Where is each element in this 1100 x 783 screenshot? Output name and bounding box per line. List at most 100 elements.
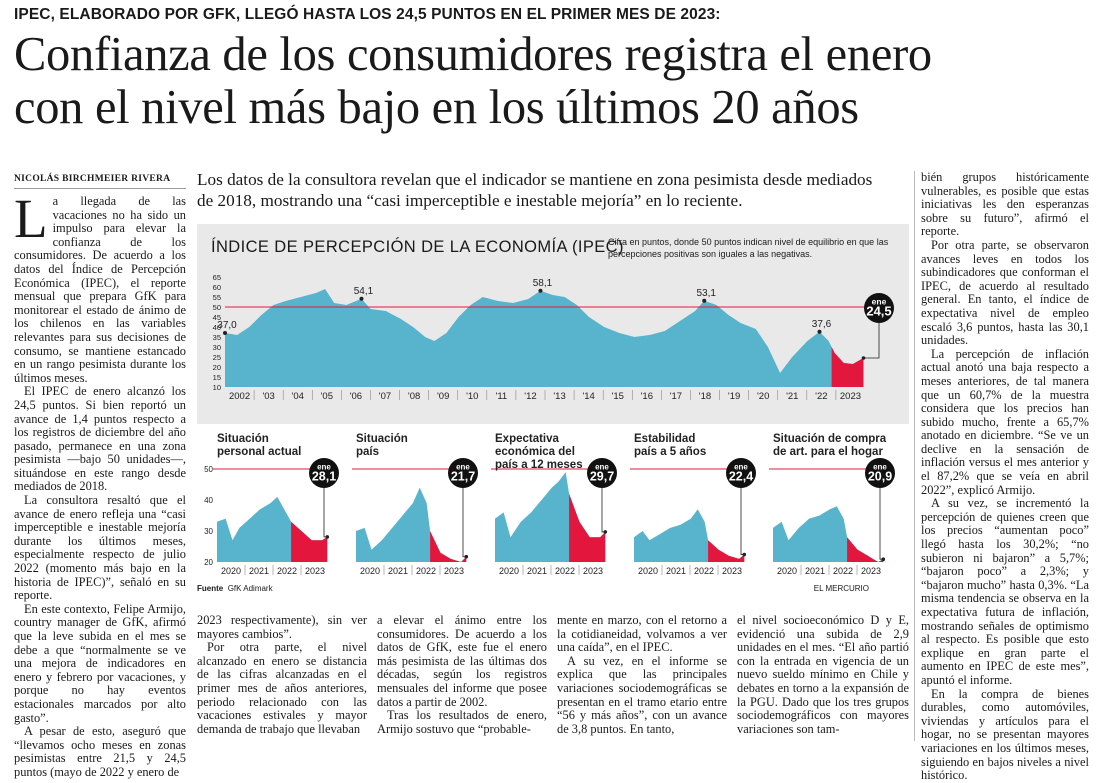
x-tick-label: 2022 xyxy=(277,566,297,576)
article-column-5: el nivel socioeconómico D y E, evidenció… xyxy=(737,613,909,736)
credit: EL MERCURIO xyxy=(813,584,869,593)
peak-label: 58,1 xyxy=(533,278,553,289)
final-badge xyxy=(309,458,339,488)
series-area xyxy=(356,487,467,562)
final-badge-value: 24,5 xyxy=(866,304,891,319)
final-badge-label: ene xyxy=(734,462,748,471)
x-tick-label: '10 xyxy=(466,391,478,402)
final-badge-label: ene xyxy=(873,462,887,471)
peak-marker xyxy=(538,288,543,293)
headline-line-2: con el nivel más bajo en los últimos 20 … xyxy=(14,81,859,134)
y-tick-label: 50 xyxy=(213,303,221,312)
badge-leader xyxy=(863,323,880,359)
x-tick-label: 2020 xyxy=(360,566,380,576)
x-tick-label: '09 xyxy=(437,391,449,402)
x-tick-label: 2022 xyxy=(694,566,714,576)
highlight-area xyxy=(430,531,467,562)
final-marker xyxy=(742,552,747,557)
x-tick-label: '19 xyxy=(728,391,740,402)
x-tick-label: '16 xyxy=(641,391,653,402)
x-tick-label: '22 xyxy=(815,391,827,402)
final-badge xyxy=(448,458,478,488)
ipec-chart-note: Cifra en puntos, donde 50 puntos indican… xyxy=(608,237,889,259)
x-tick-label: '15 xyxy=(612,391,624,402)
x-tick-label: 2023 xyxy=(840,391,861,402)
small-chart-title: de art. para el hogar xyxy=(773,446,883,458)
body-paragraph: Por otra parte, se observaron avances le… xyxy=(921,237,1089,348)
body-paragraph: En este contexto, Felipe Armijo, country… xyxy=(14,601,186,725)
final-marker xyxy=(881,557,886,562)
column-divider xyxy=(914,171,915,741)
body-paragraph: 2023 respectivamente), sin ver mayores c… xyxy=(197,613,367,641)
lead-paragraph: Los datos de la consultora revelan que e… xyxy=(197,170,873,210)
badge-leader xyxy=(462,488,467,558)
peak-label: 54,1 xyxy=(354,286,374,297)
body-paragraph: La consultora resaltó que el avance de e… xyxy=(14,493,186,603)
y-tick-label: 50 xyxy=(204,465,213,474)
source-name: GfK Adimark xyxy=(227,584,273,593)
article-column-4: mente en marzo, con el retorno a la coti… xyxy=(557,613,727,736)
final-badge-value: 22,4 xyxy=(729,470,753,484)
small-chart-title: Situación de compra xyxy=(773,433,887,445)
peak-label: 37,6 xyxy=(812,319,832,330)
x-tick-label: 2021 xyxy=(249,566,269,576)
small-chart-title: país xyxy=(356,446,379,458)
peak-marker xyxy=(359,296,364,301)
body-paragraph: A pesar de esto, aseguró que “llevamos o… xyxy=(14,724,186,779)
source-line: Fuente GfK Adimark xyxy=(197,584,273,593)
final-badge-label: ene xyxy=(595,462,609,471)
small-chart-title: personal actual xyxy=(217,446,301,458)
x-tick-label: '17 xyxy=(670,391,682,402)
small-chart-title: económica del xyxy=(495,446,575,458)
final-badge xyxy=(726,458,756,488)
small-chart-title: país a 12 meses xyxy=(495,459,583,471)
ipec-charts-svg: 1015202530354045505560652002'03'04'05'06… xyxy=(204,273,895,576)
x-tick-label: '20 xyxy=(757,391,769,402)
badge-leader xyxy=(323,488,328,538)
x-tick-label: 2023 xyxy=(444,566,464,576)
body-paragraph: En la compra de bienes durables, como au… xyxy=(921,686,1089,783)
final-badge-label: ene xyxy=(872,296,887,306)
peak-marker xyxy=(817,329,822,334)
article-column-2: 2023 respectivamente), sin ver mayores c… xyxy=(197,613,367,736)
body-paragraph: el nivel socioeconómico D y E, evidenció… xyxy=(737,613,909,736)
ipec-graphic: ÍNDICE DE PERCEPCIÓN DE LA ECONOMÍA (IPE… xyxy=(197,224,909,594)
y-tick-label: 60 xyxy=(213,283,221,292)
y-tick-label: 65 xyxy=(213,273,221,282)
small-chart-title: Situación xyxy=(356,433,408,445)
final-badge-value: 20,9 xyxy=(868,470,892,484)
body-paragraph: Por otra parte, el nivel alcanzado en en… xyxy=(197,640,367,736)
kicker: IPEC, ELABORADO POR GFK, LLEGÓ HASTA LOS… xyxy=(14,6,721,23)
final-badge-value: 29,7 xyxy=(590,470,614,484)
highlight-area xyxy=(708,540,745,562)
body-paragraph: El IPEC de enero alcanzó los 24,5 puntos… xyxy=(14,384,186,494)
x-tick-label: 2023 xyxy=(861,566,881,576)
x-tick-label: 2021 xyxy=(805,566,825,576)
body-paragraph: bién grupos históricamente vulnerables, … xyxy=(921,170,1089,239)
peak-label: 53,1 xyxy=(697,288,717,299)
badge-leader xyxy=(740,488,745,555)
x-tick-label: '05 xyxy=(321,391,333,402)
x-tick-label: '12 xyxy=(524,391,536,402)
final-badge-label: ene xyxy=(317,462,331,471)
body-paragraph: a elevar el ánimo entre los consumidores… xyxy=(377,613,547,709)
x-tick-label: '13 xyxy=(553,391,565,402)
x-tick-label: '07 xyxy=(379,391,391,402)
small-chart-title: Estabilidad xyxy=(634,433,695,445)
y-tick-label: 30 xyxy=(213,343,221,352)
x-tick-label: '03 xyxy=(262,391,274,402)
x-tick-label: 2020 xyxy=(221,566,241,576)
ipec-chart-title: ÍNDICE DE PERCEPCIÓN DE LA ECONOMÍA (IPE… xyxy=(211,238,624,256)
y-tick-label: 15 xyxy=(213,373,221,382)
x-tick-label: 2002 xyxy=(229,391,250,402)
y-tick-label: 40 xyxy=(213,323,221,332)
article-column-3: a elevar el ánimo entre los consumidores… xyxy=(377,613,547,736)
x-tick-label: 2021 xyxy=(666,566,686,576)
x-tick-label: '18 xyxy=(699,391,711,402)
article-column-6: bién grupos históricamente vulnerables, … xyxy=(921,170,1089,783)
final-marker xyxy=(603,530,608,534)
x-tick-label: '06 xyxy=(350,391,362,402)
peak-marker xyxy=(702,298,707,303)
final-marker xyxy=(325,535,330,539)
